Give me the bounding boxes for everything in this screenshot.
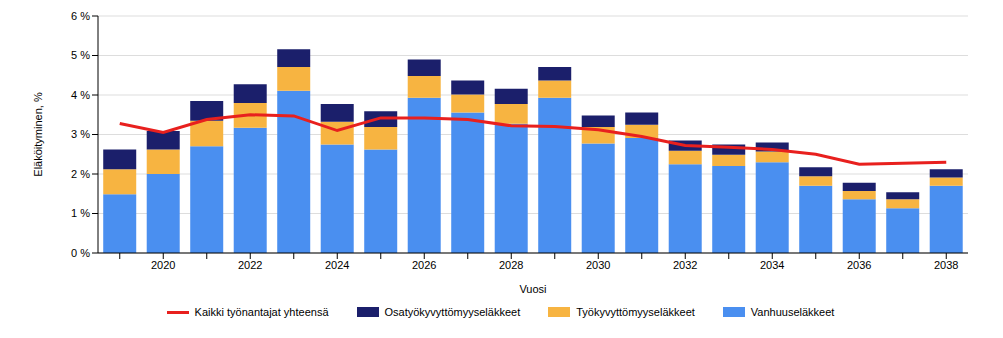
svg-text:6 %: 6 % <box>71 10 90 22</box>
svg-text:Eläköityminen, %: Eläköityminen, % <box>32 92 44 177</box>
html-text:Työkyvyttömyyseläkkeet: Työkyvyttömyyseläkkeet <box>576 306 695 318</box>
svg-text:4 %: 4 % <box>71 89 90 101</box>
svg-text:5 %: 5 % <box>71 49 90 61</box>
svg-text:2 %: 2 % <box>71 168 90 180</box>
svg-text:2028: 2028 <box>499 259 523 271</box>
svg-text:Vuosi: Vuosi <box>519 283 546 295</box>
svg-text:2022: 2022 <box>238 259 262 271</box>
svg-text:1 %: 1 % <box>71 207 90 219</box>
svg-text:2030: 2030 <box>586 259 610 271</box>
svg-text:2038: 2038 <box>934 259 958 271</box>
svg-text:2020: 2020 <box>151 259 175 271</box>
svg-text:2036: 2036 <box>847 259 871 271</box>
svg-text:2026: 2026 <box>412 259 436 271</box>
svg-text:2032: 2032 <box>673 259 697 271</box>
svg-text:0 %: 0 % <box>71 247 90 259</box>
html-text:Osatyökyvyttömyyseläkkeet: Osatyökyvyttömyyseläkkeet <box>384 306 521 318</box>
svg-text:2034: 2034 <box>760 259 784 271</box>
svg-text:3 %: 3 % <box>71 128 90 140</box>
html-text:Kaikki työnantajat yhteensä: Kaikki työnantajat yhteensä <box>194 306 329 318</box>
html-text:Vanhuuseläkkeet: Vanhuuseläkkeet <box>750 306 835 318</box>
svg-text:2024: 2024 <box>325 259 349 271</box>
